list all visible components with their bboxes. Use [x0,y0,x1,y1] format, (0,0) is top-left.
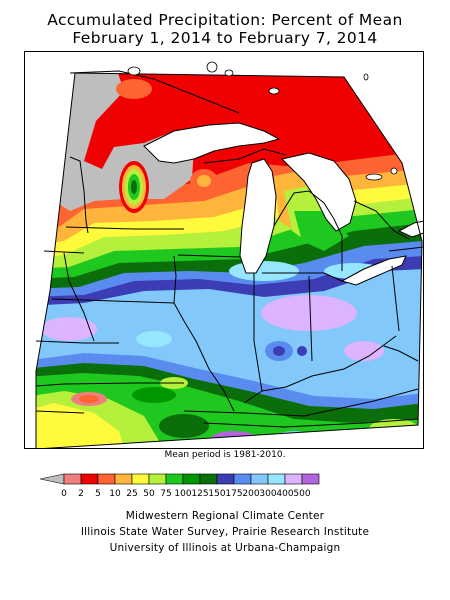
legend-label: 50 [143,489,155,499]
canada-border [69,70,240,114]
legend-swatch [301,473,320,485]
legend-label: 25 [126,489,137,499]
state-boundaries [35,70,424,449]
legend-label: 300 [259,489,276,499]
legend-swatches [40,473,320,485]
color-legend: 0 2 5 10 25 50 75 100 125 150 175 200 300 400 500 [40,473,320,499]
precipitation-map [35,61,424,449]
legend-label: 500 [293,489,310,499]
northern-latitude-line [65,226,184,230]
ia-mo-border [51,298,175,304]
legend-swatch [97,473,116,485]
legend-swatch [216,473,235,485]
il-in-border [253,273,263,392]
legend-label: 100 [174,489,191,499]
wv-va-line [383,345,419,362]
legend-label: 200 [242,489,259,499]
credit-mrcc: Midwestern Regional Climate Center [125,510,325,522]
legend-swatch [267,473,286,485]
lake-superior [143,122,281,164]
legend-swatch [284,473,303,485]
legend-label: 125 [191,489,208,499]
legend-label: 2 [78,489,84,499]
ne-ks-line [35,340,119,344]
ia-il-river [173,255,177,304]
upper-peninsula [203,148,287,164]
ne-ia-line [63,252,95,342]
legend-labels: 0 2 5 10 25 50 75 100 125 150 175 200 300 400 500 [61,489,311,499]
lower-michigan [273,190,343,271]
legend-label: 10 [109,489,121,499]
ky-southern [183,388,419,417]
legend-label: 175 [225,489,242,499]
mo-south [35,382,184,387]
mi-in-oh-line [262,272,343,282]
legend-swatch [182,473,201,485]
legend-label: 400 [276,489,293,499]
in-oh-border [308,275,313,362]
credit-isws: Illinois State Water Survey, Prairie Res… [80,526,370,538]
sd-ne-line [43,250,85,254]
great-lakes [143,122,424,286]
legend-swatch [80,473,99,485]
lake-michigan [239,158,277,274]
legend-swatch [114,473,133,485]
ontario-shore [353,200,410,240]
map-subtitle: February 1, 2014 to February 7, 2014 [72,29,378,47]
precip-field [36,73,422,449]
oh-pa-border [391,265,400,332]
legend-swatch [199,473,218,485]
legend-swatch [148,473,167,485]
legend-swatch [131,473,150,485]
canada-lakes [127,61,398,181]
legend-label: 0 [61,489,67,499]
legend-swatch-below [40,473,65,485]
credit-uiuc: University of Illinois at Urbana-Champai… [109,542,341,554]
ks-ok-line [35,410,85,414]
tn-line [203,418,419,428]
legend-label: 150 [208,489,225,499]
lake-erie [340,255,407,286]
ohio-river [243,335,397,404]
lake-huron [281,152,357,232]
mean-period-note: Mean period is 1981-2010. [164,450,286,460]
pa-ny-line [388,246,424,252]
mo-il-river [173,302,235,412]
legend-swatch [63,473,82,485]
wi-il-border [177,254,241,258]
domain-border [35,72,423,449]
map-title: Accumulated Precipitation: Percent of Me… [47,11,403,29]
legend-swatch [165,473,184,485]
mn-wi-border [69,156,89,234]
legend-swatch [250,473,269,485]
legend-label: 75 [160,489,171,499]
legend-label: 5 [95,489,101,499]
legend-swatch [233,473,252,485]
